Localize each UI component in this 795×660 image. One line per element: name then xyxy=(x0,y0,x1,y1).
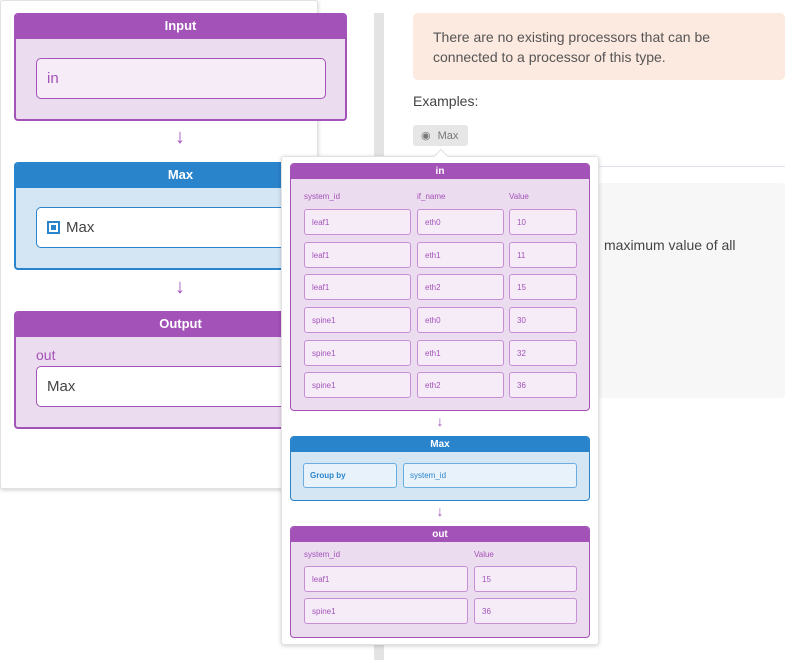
eye-icon: ◉ xyxy=(421,130,431,142)
table-cell[interactable]: 36 xyxy=(509,372,577,398)
table-cell[interactable]: leaf1 xyxy=(304,242,411,268)
table-cell[interactable]: 36 xyxy=(474,598,577,624)
table-cell[interactable]: leaf1 xyxy=(304,209,411,235)
table-cell[interactable]: spine1 xyxy=(304,598,468,624)
table-cell[interactable]: spine1 xyxy=(304,372,411,398)
input-card-title: Input xyxy=(16,15,345,39)
input-name-field[interactable]: in xyxy=(36,58,326,99)
example-output-title: out xyxy=(291,527,589,542)
processor-icon xyxy=(47,221,60,234)
column-header: system_id xyxy=(304,550,341,559)
column-header: Value xyxy=(474,550,494,559)
table-cell[interactable]: eth1 xyxy=(417,340,504,366)
processor-field-value: Max xyxy=(66,219,95,236)
table-cell[interactable]: 15 xyxy=(509,274,577,300)
arrow-down-icon: ↓ xyxy=(436,503,444,519)
description-text: maximum value of all xyxy=(604,237,736,253)
table-cell[interactable]: leaf1 xyxy=(304,274,411,300)
table-cell[interactable]: eth2 xyxy=(417,372,504,398)
group-by-label: Group by xyxy=(303,463,397,488)
example-chip-label: Max xyxy=(437,129,459,142)
output-label: out xyxy=(36,347,56,363)
table-cell[interactable]: eth0 xyxy=(417,307,504,333)
table-cell[interactable]: spine1 xyxy=(304,340,411,366)
column-header: Value xyxy=(509,192,529,201)
example-input-title: in xyxy=(291,164,589,179)
output-field[interactable]: Max xyxy=(36,366,326,407)
arrow-down-icon: ↓ xyxy=(175,276,185,298)
table-cell[interactable]: spine1 xyxy=(304,307,411,333)
table-cell[interactable]: leaf1 xyxy=(304,566,468,592)
example-chip-max[interactable]: ◉ Max xyxy=(413,125,468,146)
processor-field[interactable]: Max xyxy=(36,207,326,248)
table-cell[interactable]: 32 xyxy=(509,340,577,366)
arrow-down-icon: ↓ xyxy=(436,413,444,429)
group-by-field[interactable]: system_id xyxy=(403,463,577,488)
example-processor-title: Max xyxy=(291,437,589,452)
table-cell[interactable]: 15 xyxy=(474,566,577,592)
table-cell[interactable]: 30 xyxy=(509,307,577,333)
examples-label: Examples: xyxy=(413,93,479,109)
table-cell[interactable]: eth1 xyxy=(417,242,504,268)
no-processors-alert: There are no existing processors that ca… xyxy=(413,13,785,80)
table-cell[interactable]: eth2 xyxy=(417,274,504,300)
table-cell[interactable]: 11 xyxy=(509,242,577,268)
column-header: system_id xyxy=(304,192,341,201)
column-header: if_name xyxy=(417,192,446,201)
separator xyxy=(413,166,785,167)
arrow-down-icon: ↓ xyxy=(175,126,185,148)
table-cell[interactable]: 10 xyxy=(509,209,577,235)
table-cell[interactable]: eth0 xyxy=(417,209,504,235)
